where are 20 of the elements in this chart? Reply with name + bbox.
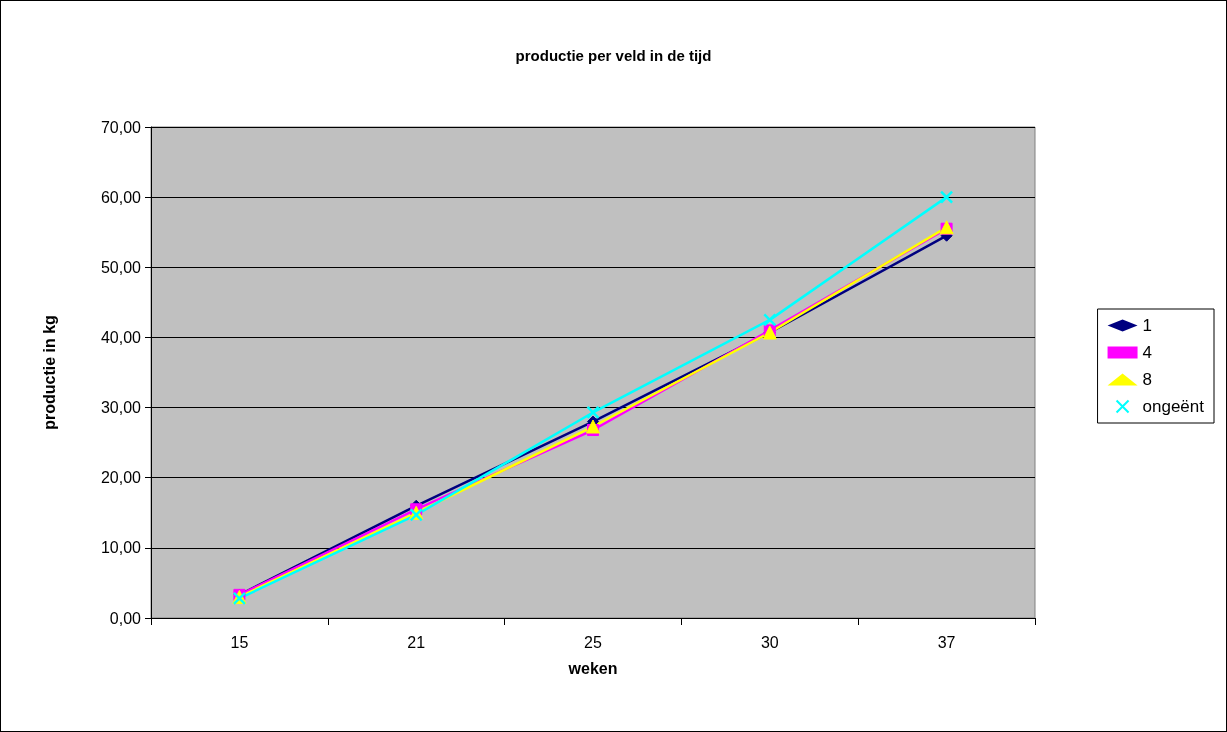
y-axis-title: productie in kg (40, 315, 58, 430)
x-axis-title: weken (567, 659, 618, 677)
x-tick-label: 15 (230, 633, 249, 651)
y-tick-label: 10,00 (100, 539, 142, 557)
legend-label: 8 (1142, 370, 1153, 389)
y-tick-label: 30,00 (100, 399, 142, 417)
legend-label: 4 (1142, 343, 1153, 362)
chart-title: productie per veld in de tijd (515, 47, 712, 64)
x-tick-label: 25 (584, 633, 602, 651)
x-tick-label: 37 (937, 633, 956, 651)
y-tick-label: 20,00 (100, 469, 142, 487)
y-tick-label: 0,00 (109, 609, 142, 627)
y-tick-label: 40,00 (100, 328, 142, 346)
y-tick-label: 70,00 (100, 118, 142, 136)
legend-label: ongeënt (1142, 397, 1205, 416)
x-tick-label: 21 (407, 633, 426, 651)
y-tick-label: 60,00 (100, 188, 142, 206)
x-tick-label: 30 (760, 633, 779, 651)
legend-label: 1 (1142, 316, 1153, 335)
y-tick-label: 50,00 (100, 258, 142, 276)
